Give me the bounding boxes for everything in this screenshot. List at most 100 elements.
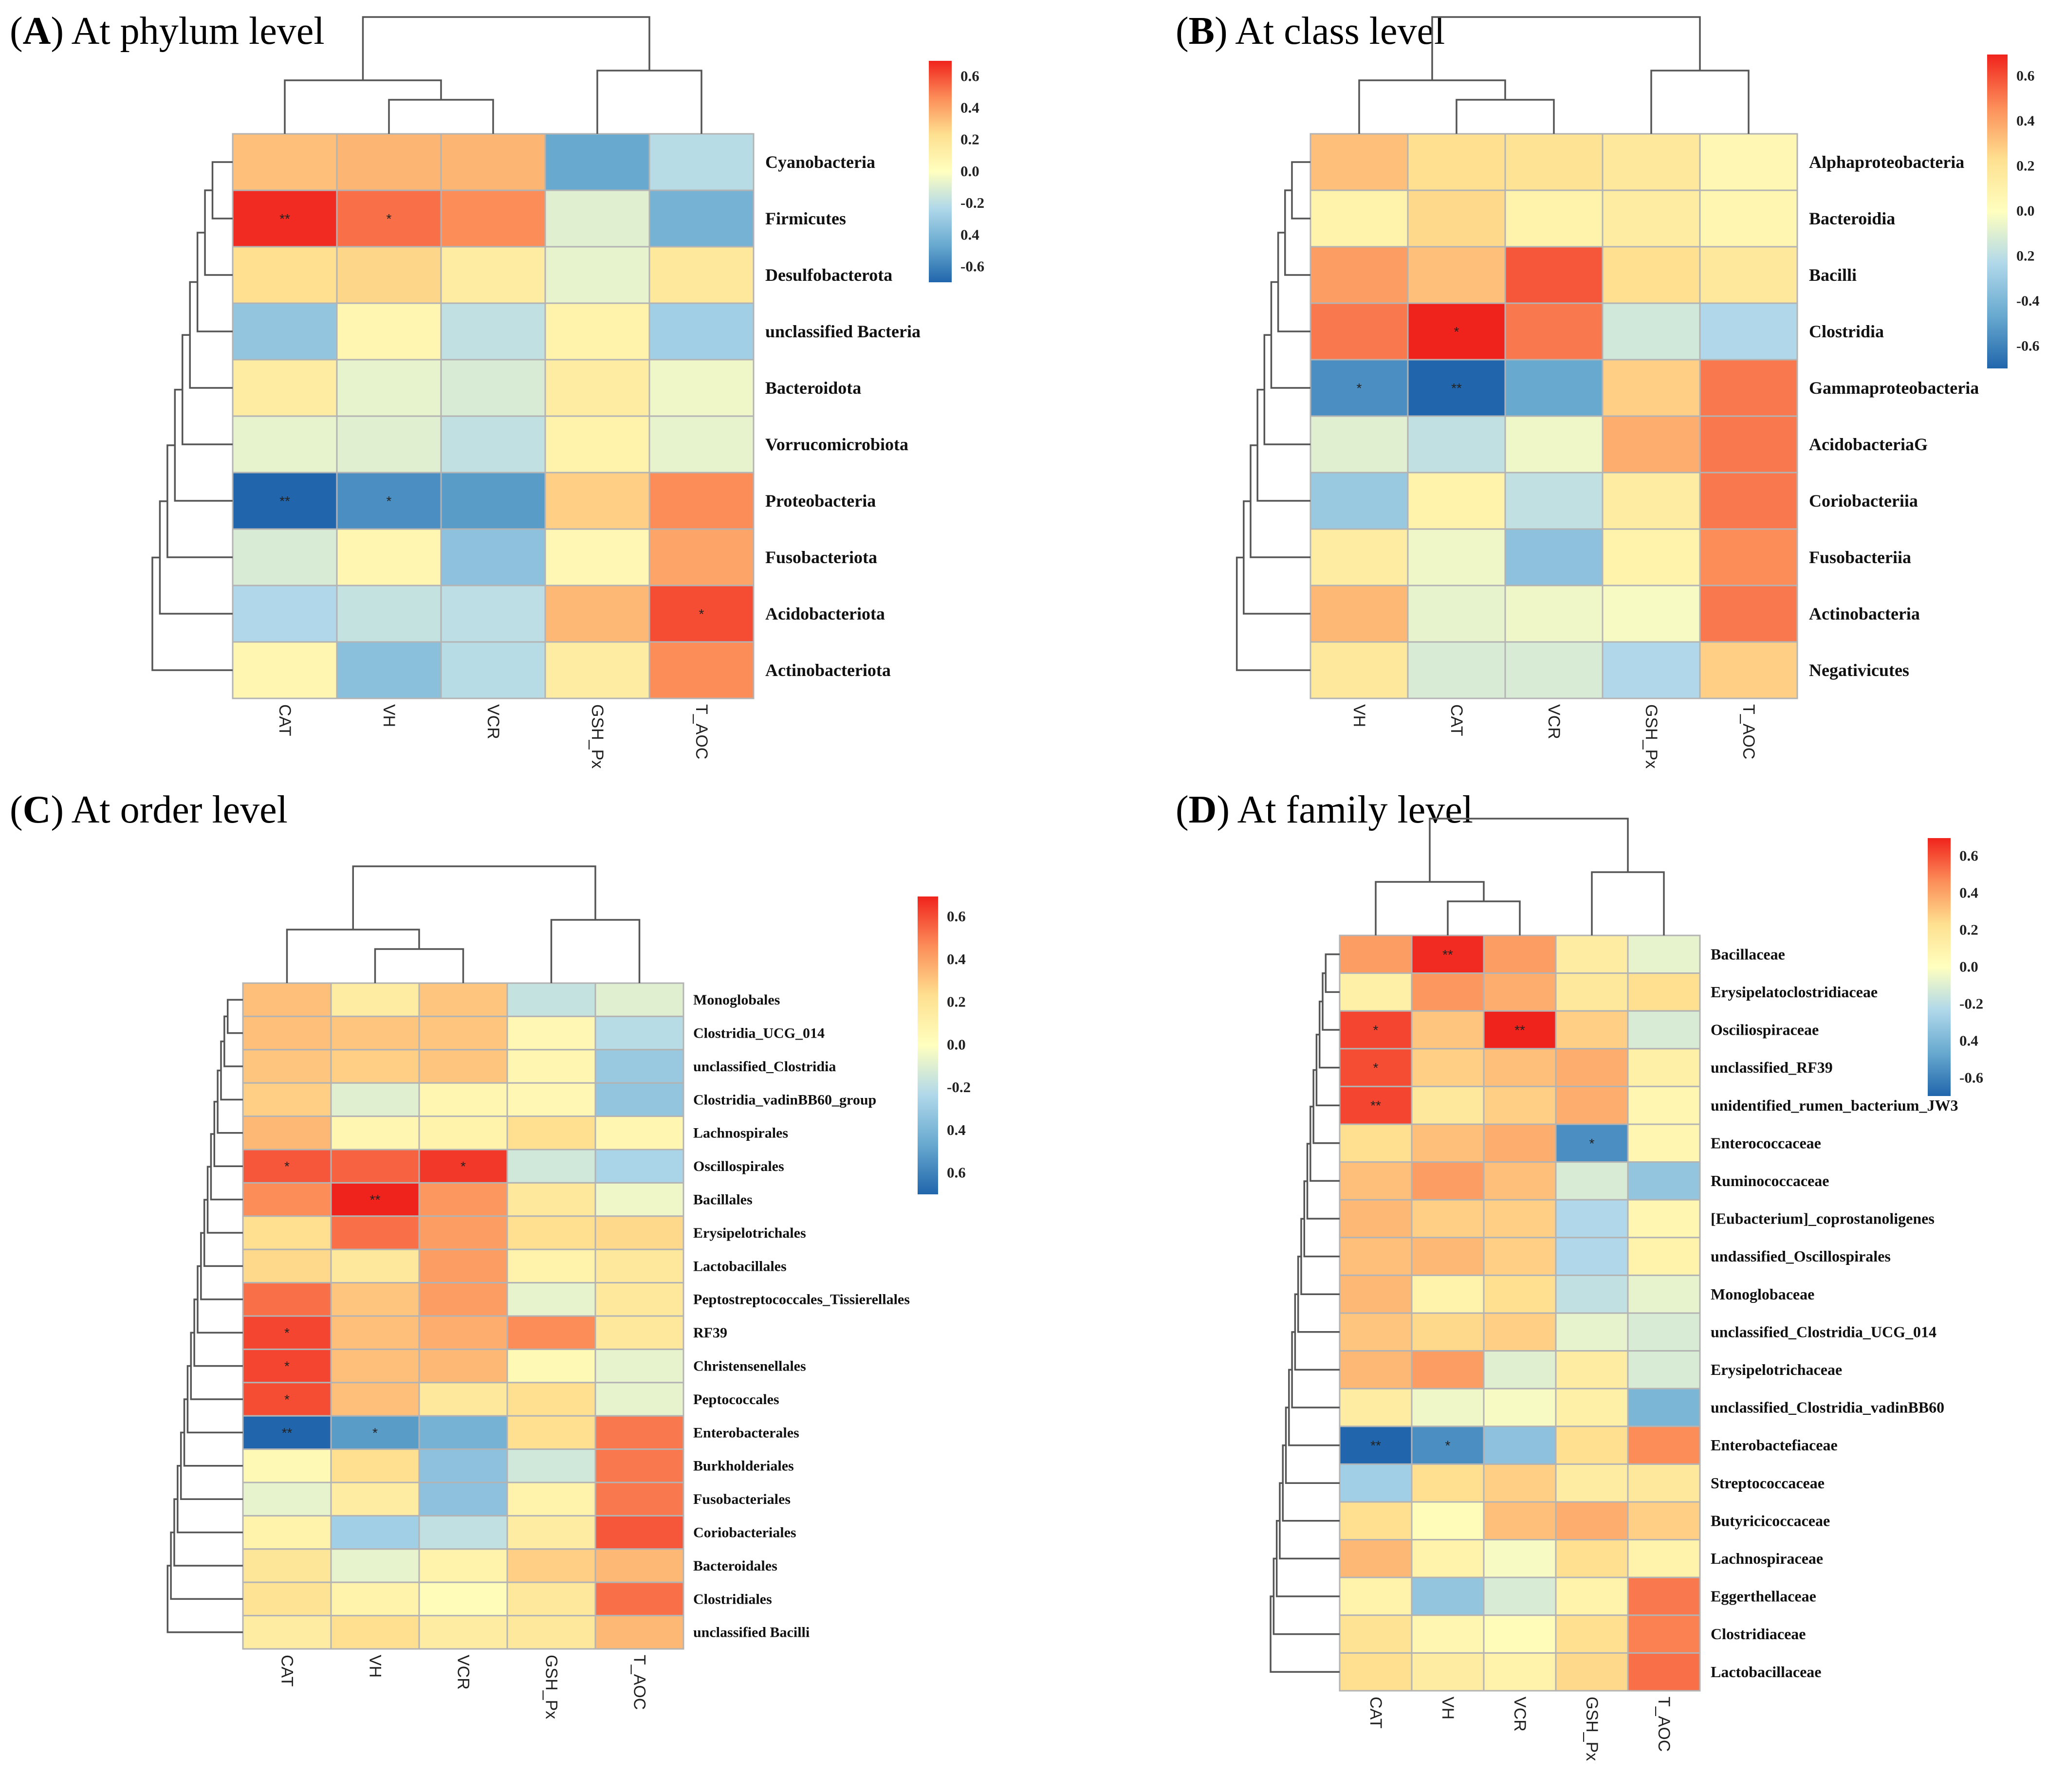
panel-d-cell-5-4	[1627, 1123, 1701, 1163]
panel-d-cell-2-3	[1555, 1010, 1629, 1050]
panel-b-colorbar-tick-label: 0.4	[2016, 113, 2035, 129]
panel-d-colorbar-tick-label: 0.6	[1959, 847, 1978, 864]
panel-b-row-dendrogram-branch	[1284, 189, 1310, 276]
panel-b-cell-3-2	[1504, 302, 1604, 361]
panel-b-cell-9-0	[1309, 641, 1409, 699]
panel-d-cell-6-2	[1483, 1161, 1557, 1201]
panel-c-row-label: Peptococcales	[693, 1391, 779, 1408]
panel-d-cell-4-2	[1483, 1085, 1557, 1125]
panel-c-cell-18-3	[506, 1581, 596, 1617]
panel-c-cell-2-3	[506, 1049, 596, 1084]
panel-c-cell-11-0	[242, 1348, 332, 1384]
panel-a-cell-1-1	[336, 189, 442, 248]
panel-a-cell-6-0	[232, 472, 338, 530]
panel-a-significance-6-1: *	[387, 494, 392, 509]
panel-c-cell-0-4	[594, 982, 684, 1017]
panel-b-cell-1-4	[1699, 189, 1798, 248]
panel-c-cell-2-4	[594, 1049, 684, 1084]
panel-c-cell-1-0	[242, 1015, 332, 1051]
panel-d-row-dendrogram-branch	[1306, 1143, 1340, 1220]
panel-c-cell-7-3	[506, 1215, 596, 1250]
panel-b-cell-5-1	[1407, 415, 1506, 474]
panel-c-cell-1-1	[330, 1015, 420, 1051]
panel-a-cell-2-4	[648, 246, 755, 304]
panel-c-cell-5-1	[330, 1149, 420, 1184]
panel-c-cell-16-3	[506, 1515, 596, 1550]
panel-c-cell-16-2	[418, 1515, 508, 1550]
panel-a-cell-7-1	[336, 528, 442, 586]
panel-d-cell-10-3	[1555, 1312, 1629, 1352]
panel-c-cell-7-0	[242, 1215, 332, 1250]
panel-c-cell-4-3	[506, 1115, 596, 1151]
panel-d-colorbar-tick-label: 0.2	[1959, 921, 1978, 938]
panel-d-row-dendrogram-branch	[1300, 1218, 1340, 1295]
panel-c-cell-3-1	[330, 1082, 420, 1117]
panel-b-column-dendrogram-branch	[1431, 16, 1701, 80]
panel-c-row-label: Monoglobales	[693, 992, 780, 1008]
panel-c-cell-12-1	[330, 1382, 420, 1417]
panel-a-cell-9-1	[336, 641, 442, 699]
panel-b-cell-6-0	[1309, 472, 1409, 530]
panel-d-cell-7-3	[1555, 1199, 1629, 1239]
panel-a-cell-7-4	[648, 528, 755, 586]
panel-b-cell-9-3	[1602, 641, 1701, 699]
panel-c-cell-10-4	[594, 1315, 684, 1350]
panel-d-row-label: unclassified_RF39	[1711, 1059, 1833, 1076]
panel-b-column-label: VCR	[1545, 704, 1563, 739]
panel-d-cell-11-4	[1627, 1350, 1701, 1390]
panel-a-cell-6-2	[440, 472, 546, 530]
panel-c-cell-2-0	[242, 1049, 332, 1084]
panel-d-colorbar-tick-label: 0.0	[1959, 958, 1978, 975]
panel-c-column-dendrogram-branch	[374, 948, 464, 983]
panel-c-row-label: Oscillospirales	[693, 1158, 784, 1174]
panel-b-row-dendrogram-branch	[1236, 556, 1310, 671]
panel-a-row-label: Firmicutes	[765, 209, 846, 228]
panel-d-cell-3-4	[1627, 1048, 1701, 1087]
panel-c-cell-4-4	[594, 1115, 684, 1151]
panel-c-cell-16-4	[594, 1515, 684, 1550]
panel-c-column-label: VH	[366, 1655, 384, 1678]
panel-d-cell-8-1	[1411, 1237, 1485, 1276]
panel-b-cell-7-0	[1309, 528, 1409, 586]
panel-a-row-dendrogram-branch	[204, 189, 233, 276]
panel-d-row-dendrogram-branch	[1303, 1180, 1340, 1258]
panel-c-cell-15-3	[506, 1481, 596, 1517]
panel-d-cell-10-2	[1483, 1312, 1557, 1352]
panel-b-column-dendrogram-branch	[1456, 99, 1555, 134]
panel-c-row-label: Clostridiales	[693, 1591, 772, 1607]
panel-d-cell-2-1	[1411, 1010, 1485, 1050]
panel-b-row-dendrogram-branch	[1256, 388, 1310, 502]
panel-d-cell-9-4	[1627, 1274, 1701, 1314]
panel-c-cell-9-2	[418, 1282, 508, 1317]
panel-d-cell-19-0	[1339, 1652, 1413, 1692]
panel-a-row-label: Desulfobacterota	[765, 265, 892, 285]
panel-a-column-dendrogram-branch	[388, 99, 494, 134]
panel-a-significance-1-0: **	[279, 211, 290, 226]
panel-c-cell-9-1	[330, 1282, 420, 1317]
panel-d-cell-6-3	[1555, 1161, 1629, 1201]
panel-c-cell-14-3	[506, 1448, 596, 1483]
panel-d-row-label: unclassified_Clostridia_vadinBB60	[1711, 1399, 1944, 1416]
panel-d-cell-15-3	[1555, 1501, 1629, 1541]
panel-b-colorbar-tick-label: 0.0	[2016, 203, 2035, 219]
panel-d-cell-10-0	[1339, 1312, 1413, 1352]
panel-a-cell-2-3	[544, 246, 650, 304]
panel-a-cell-9-2	[440, 641, 546, 699]
panel-c-cell-10-1	[330, 1315, 420, 1350]
panel-d-cell-17-4	[1627, 1576, 1701, 1616]
panel-c-cell-0-3	[506, 982, 596, 1017]
panel-d-cell-19-4	[1627, 1652, 1701, 1692]
panel-d-cell-17-0	[1339, 1576, 1413, 1616]
panel-c-cell-6-4	[594, 1182, 684, 1217]
panel-d-cell-12-1	[1411, 1388, 1485, 1427]
panel-c-row-dendrogram-branch	[213, 1100, 243, 1167]
panel-c-cell-0-0	[242, 982, 332, 1017]
panel-c-row-label: Clostridia_vadinBB60_group	[693, 1092, 876, 1108]
panel-c-cell-12-0	[242, 1382, 332, 1417]
panel-c-cell-5-0	[242, 1149, 332, 1184]
panel-c-cell-6-3	[506, 1182, 596, 1217]
panel-d-cell-10-4	[1627, 1312, 1701, 1352]
panel-d-cell-0-3	[1555, 934, 1629, 974]
panel-c-cell-12-4	[594, 1382, 684, 1417]
panel-d-row-label: Ruminococcaceae	[1711, 1172, 1829, 1189]
